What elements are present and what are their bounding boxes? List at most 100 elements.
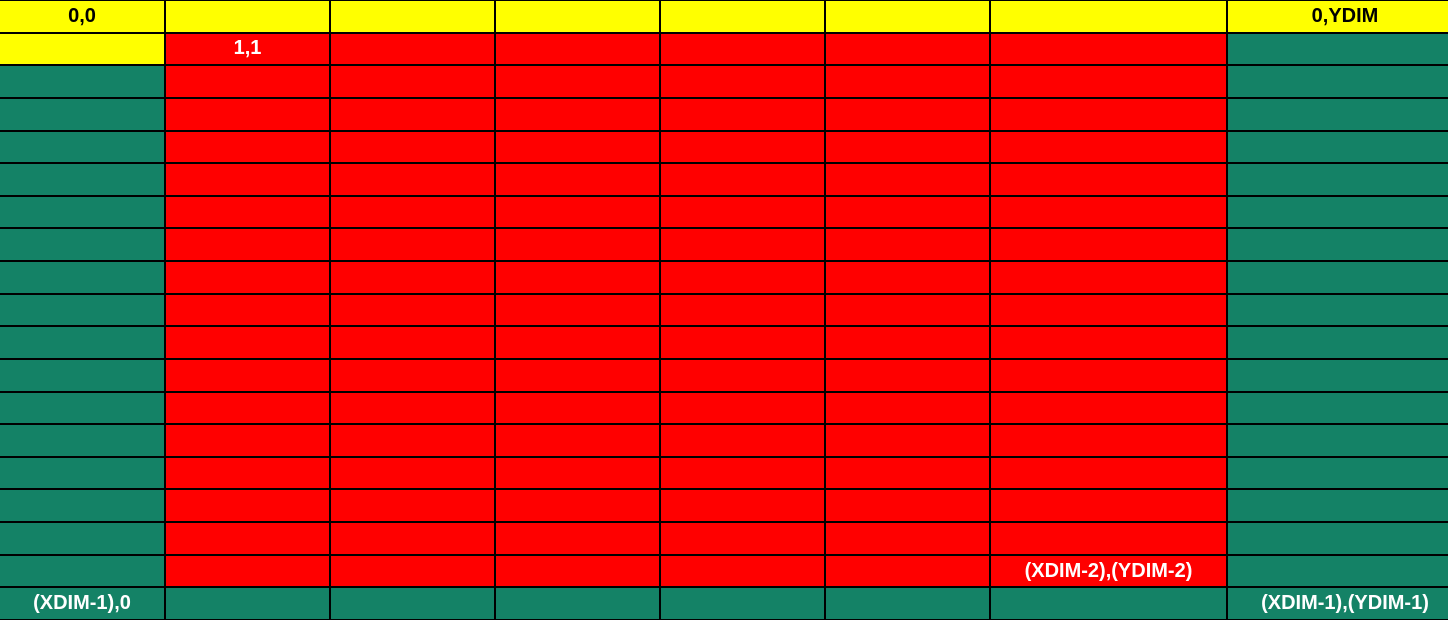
red-cell-r6-c5	[826, 196, 989, 228]
green-cell-r2-c7	[1228, 66, 1448, 97]
yellow-cell-r0-c1	[166, 1, 329, 32]
red-cell-r1-c5	[826, 33, 989, 65]
green-cell-r4-c0	[0, 131, 164, 163]
green-cell-r18-c2	[331, 588, 494, 619]
green-cell-r13-c0	[0, 425, 164, 456]
green-cell-r8-c0	[0, 262, 164, 293]
red-cell-r14-c2	[331, 457, 494, 489]
red-cell-r12-c5	[826, 392, 989, 424]
red-cell-r15-c1	[166, 490, 329, 522]
red-cell-r11-c2	[331, 359, 494, 391]
green-cell-r18-c3	[496, 588, 659, 619]
red-cell-r2-c6	[991, 66, 1226, 97]
red-cell-r7-c4	[661, 229, 824, 261]
green-cell-r11-c0	[0, 359, 164, 391]
green-cell-r3-c0	[0, 98, 164, 130]
green-cell-r15-c0	[0, 490, 164, 522]
label-first-inner: 1,1	[166, 33, 329, 65]
label-top-left: 0,0	[0, 1, 164, 32]
red-cell-r9-c4	[661, 294, 824, 326]
red-cell-r5-c5	[826, 164, 989, 195]
red-cell-r1-c6	[991, 33, 1226, 65]
red-cell-r17-c1	[166, 555, 329, 587]
red-cell-r8-c4	[661, 262, 824, 293]
green-cell-r18-c6	[991, 588, 1226, 619]
red-cell-r16-c4	[661, 523, 824, 554]
red-cell-r9-c1	[166, 294, 329, 326]
red-cell-r5-c6	[991, 164, 1226, 195]
red-cell-r10-c2	[331, 327, 494, 358]
green-cell-r5-c0	[0, 164, 164, 195]
red-cell-r4-c5	[826, 131, 989, 163]
red-cell-r2-c4	[661, 66, 824, 97]
red-cell-r11-c5	[826, 359, 989, 391]
red-cell-r1-c3	[496, 33, 659, 65]
red-cell-r15-c5	[826, 490, 989, 522]
red-cell-r5-c2	[331, 164, 494, 195]
red-cell-r14-c5	[826, 457, 989, 489]
red-cell-r6-c4	[661, 196, 824, 228]
red-cell-r10-c6	[991, 327, 1226, 358]
red-cell-r16-c6	[991, 523, 1226, 554]
yellow-cell-r0-c3	[496, 1, 659, 32]
red-cell-r2-c3	[496, 66, 659, 97]
red-cell-r7-c6	[991, 229, 1226, 261]
red-cell-r3-c4	[661, 98, 824, 130]
red-cell-r7-c3	[496, 229, 659, 261]
green-cell-r6-c0	[0, 196, 164, 228]
red-cell-r8-c5	[826, 262, 989, 293]
green-cell-r14-c0	[0, 457, 164, 489]
yellow-cell-r0-c4	[661, 1, 824, 32]
green-cell-r5-c7	[1228, 164, 1448, 195]
red-cell-r12-c4	[661, 392, 824, 424]
red-cell-r11-c6	[991, 359, 1226, 391]
red-cell-r13-c5	[826, 425, 989, 456]
red-cell-r14-c3	[496, 457, 659, 489]
red-cell-r5-c1	[166, 164, 329, 195]
red-cell-r9-c3	[496, 294, 659, 326]
green-cell-r12-c7	[1228, 392, 1448, 424]
red-cell-r8-c1	[166, 262, 329, 293]
red-cell-r16-c5	[826, 523, 989, 554]
red-cell-r15-c6	[991, 490, 1226, 522]
red-cell-r10-c5	[826, 327, 989, 358]
red-cell-r15-c3	[496, 490, 659, 522]
red-cell-r2-c5	[826, 66, 989, 97]
green-cell-r18-c5	[826, 588, 989, 619]
red-cell-r8-c6	[991, 262, 1226, 293]
red-cell-r11-c3	[496, 359, 659, 391]
yellow-cell-r0-c6	[991, 1, 1226, 32]
red-cell-r3-c3	[496, 98, 659, 130]
green-cell-r13-c7	[1228, 425, 1448, 456]
green-cell-r11-c7	[1228, 359, 1448, 391]
red-cell-r13-c6	[991, 425, 1226, 456]
red-cell-r2-c2	[331, 66, 494, 97]
red-cell-r11-c4	[661, 359, 824, 391]
green-cell-r8-c7	[1228, 262, 1448, 293]
red-cell-r7-c2	[331, 229, 494, 261]
green-cell-r7-c0	[0, 229, 164, 261]
red-cell-r6-c1	[166, 196, 329, 228]
green-cell-r9-c0	[0, 294, 164, 326]
green-cell-r12-c0	[0, 392, 164, 424]
red-cell-r2-c1	[166, 66, 329, 97]
green-cell-r17-c0	[0, 555, 164, 587]
red-cell-r4-c4	[661, 131, 824, 163]
red-cell-r1-c4	[661, 33, 824, 65]
red-cell-r13-c1	[166, 425, 329, 456]
red-cell-r6-c3	[496, 196, 659, 228]
green-cell-r17-c7	[1228, 555, 1448, 587]
red-cell-r12-c2	[331, 392, 494, 424]
green-cell-r7-c7	[1228, 229, 1448, 261]
green-cell-r15-c7	[1228, 490, 1448, 522]
red-cell-r4-c1	[166, 131, 329, 163]
red-cell-r4-c2	[331, 131, 494, 163]
red-cell-r10-c1	[166, 327, 329, 358]
red-cell-r15-c4	[661, 490, 824, 522]
yellow-cell-r1-c0	[0, 33, 164, 65]
red-cell-r13-c2	[331, 425, 494, 456]
green-cell-r3-c7	[1228, 98, 1448, 130]
green-cell-r9-c7	[1228, 294, 1448, 326]
green-cell-r16-c0	[0, 523, 164, 554]
